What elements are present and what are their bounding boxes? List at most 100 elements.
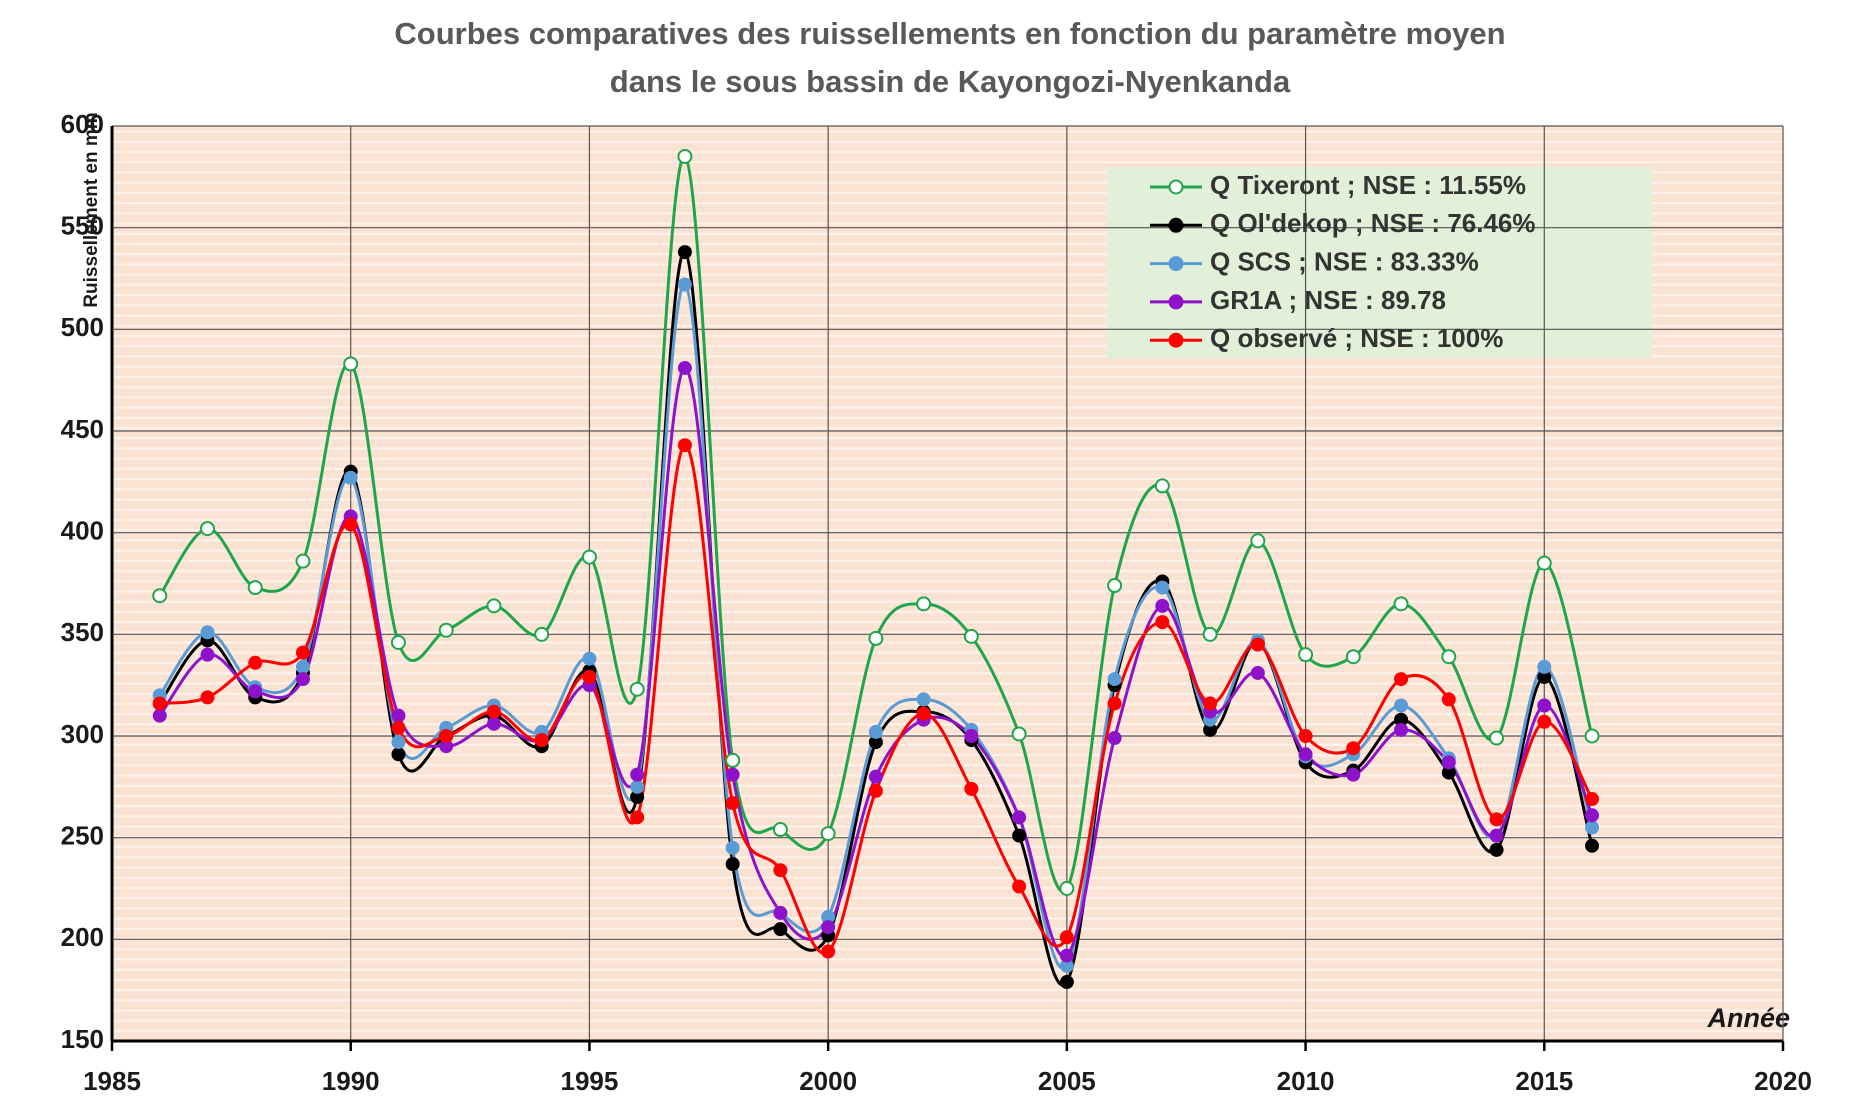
- data-point: [629, 681, 645, 697]
- data-point: [773, 863, 788, 878]
- data-point: [1298, 647, 1314, 663]
- legend-marker: [1168, 256, 1184, 272]
- series-line: [159, 443, 1594, 955]
- data-point: [725, 796, 740, 811]
- data-point: [1107, 672, 1122, 687]
- data-point: [1585, 792, 1600, 807]
- x-tick-label: 2000: [799, 1066, 857, 1096]
- data-point: [295, 553, 311, 569]
- data-point: [1012, 810, 1027, 825]
- data-point: [1537, 714, 1552, 729]
- data-point: [1011, 726, 1027, 742]
- data-point: [773, 905, 788, 920]
- data-point: [199, 521, 215, 537]
- data-point: [1155, 598, 1170, 613]
- y-tick-label: 300: [61, 719, 104, 749]
- data-point: [247, 580, 263, 596]
- data-point: [1441, 649, 1457, 665]
- data-point: [1346, 741, 1361, 756]
- legend-marker: [1168, 179, 1184, 195]
- y-tick-label: 500: [61, 312, 104, 342]
- data-point: [343, 356, 359, 372]
- data-point: [582, 651, 597, 666]
- data-point: [1393, 596, 1409, 612]
- x-axis-label: Année: [1706, 1003, 1790, 1033]
- data-point: [1585, 808, 1600, 823]
- data-point: [534, 626, 550, 642]
- data-point: [1489, 730, 1505, 746]
- data-point: [1394, 672, 1409, 687]
- y-tick-label: 350: [61, 617, 104, 647]
- data-point: [1059, 948, 1074, 963]
- data-point: [486, 598, 502, 614]
- data-point: [1155, 615, 1170, 630]
- x-tick-label: 1990: [322, 1066, 380, 1096]
- data-point: [1203, 696, 1218, 711]
- data-point: [1250, 637, 1265, 652]
- data-point: [1585, 820, 1600, 835]
- data-point: [1250, 533, 1266, 549]
- legend-label: GR1A ; NSE : 89.78: [1210, 285, 1446, 315]
- data-point: [152, 588, 168, 604]
- data-point: [439, 729, 454, 743]
- y-axis-label: Ruissellement en mm: [81, 112, 102, 307]
- data-point: [1394, 698, 1409, 713]
- y-tick-label: 250: [61, 821, 104, 851]
- data-point: [916, 706, 931, 721]
- y-tick-label: 400: [61, 516, 104, 546]
- data-point: [821, 920, 836, 935]
- data-point: [1537, 698, 1552, 713]
- data-point: [152, 696, 167, 711]
- data-point: [1107, 578, 1123, 594]
- legend-marker: [1168, 332, 1184, 348]
- data-point: [963, 628, 979, 644]
- data-point: [964, 729, 979, 743]
- data-point: [1298, 729, 1313, 743]
- data-point: [200, 625, 215, 640]
- data-point: [1154, 478, 1170, 494]
- y-tick-label: 150: [61, 1024, 104, 1054]
- x-tick-label: 1985: [83, 1066, 141, 1096]
- data-point: [1107, 696, 1122, 711]
- data-point: [773, 922, 788, 937]
- data-point: [677, 360, 692, 375]
- data-point: [1584, 728, 1600, 744]
- data-point: [1155, 580, 1170, 595]
- data-point: [916, 596, 932, 612]
- legend-label: Q SCS ; NSE : 83.33%: [1210, 246, 1479, 276]
- data-point: [630, 810, 645, 825]
- data-point: [725, 840, 740, 855]
- data-point: [630, 779, 645, 794]
- y-tick-label: 550: [61, 211, 104, 241]
- data-point: [868, 783, 883, 798]
- data-point: [820, 826, 836, 842]
- x-tick-label: 2010: [1277, 1066, 1335, 1096]
- x-tick-label: 2015: [1515, 1066, 1573, 1096]
- data-point: [916, 692, 931, 707]
- legend-label: Q observé ; NSE : 100%: [1210, 323, 1503, 353]
- data-point: [1202, 626, 1218, 642]
- data-point: [391, 747, 406, 762]
- data-point: [677, 277, 692, 292]
- data-point: [1441, 692, 1456, 707]
- data-point: [1012, 879, 1027, 894]
- chart-title: dans le sous bassin de Kayongozi-Nyenkan…: [610, 64, 1291, 99]
- legend-label: Q Tixeront ; NSE : 11.55%: [1210, 170, 1526, 200]
- data-point: [534, 733, 549, 748]
- data-point: [343, 470, 358, 485]
- legend-marker: [1168, 217, 1184, 233]
- data-point: [1345, 649, 1361, 665]
- data-point: [677, 245, 692, 260]
- data-point: [1298, 747, 1313, 762]
- data-point: [438, 622, 454, 638]
- data-point: [1489, 812, 1504, 827]
- data-point: [1489, 842, 1504, 857]
- data-point: [725, 857, 740, 872]
- data-point: [391, 720, 406, 735]
- data-point: [821, 944, 836, 959]
- data-point: [1537, 659, 1552, 674]
- data-point: [486, 716, 501, 731]
- data-point: [248, 655, 263, 670]
- data-point: [1250, 665, 1265, 680]
- data-point: [152, 708, 167, 723]
